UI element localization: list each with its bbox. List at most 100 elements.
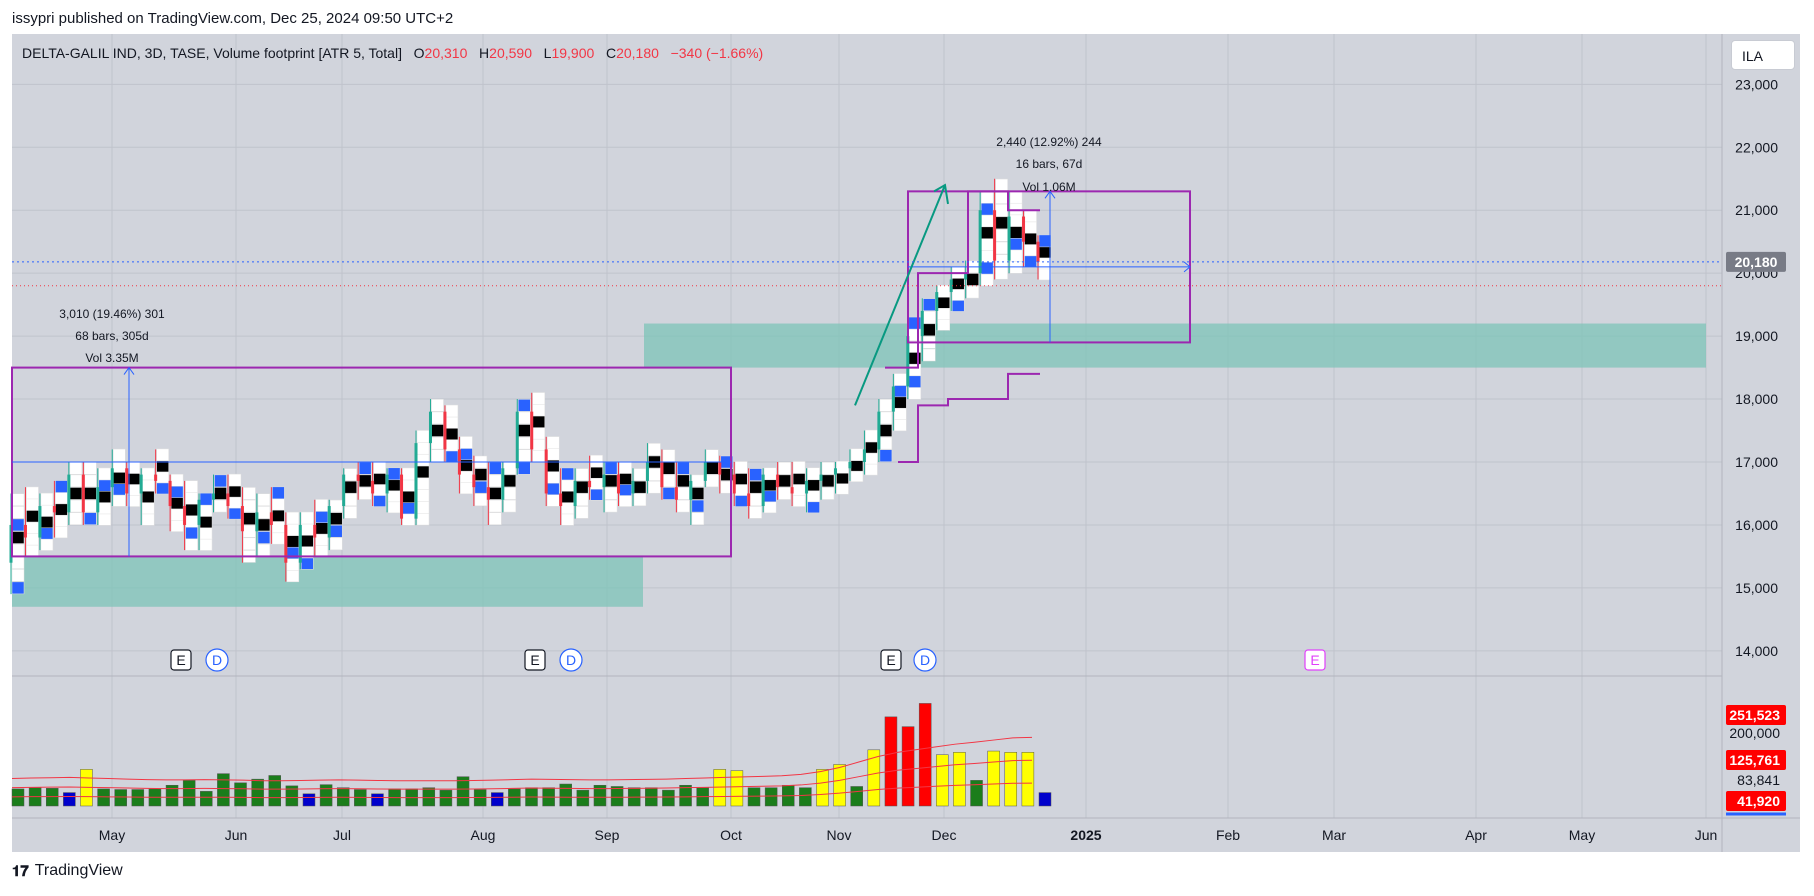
volume-bar [884, 716, 898, 807]
time-tick-label: Apr [1465, 827, 1487, 843]
footprint-cell [55, 525, 68, 539]
candle [674, 462, 690, 513]
candle [602, 462, 618, 513]
price-tick-label: 21,000 [1735, 202, 1778, 218]
footprint-cell [358, 462, 372, 475]
footprint-cell [865, 451, 878, 465]
footprint-cell [84, 512, 97, 525]
candle-body [515, 411, 519, 469]
volume-bar [867, 749, 881, 807]
dividend-marker[interactable]: D [559, 648, 583, 672]
footprint-cell [185, 515, 198, 528]
footprint-cell [26, 532, 39, 546]
volume-axis-label-text: 125,761 [1729, 752, 1780, 768]
candle [472, 455, 488, 507]
open-value: 20,310 [424, 45, 468, 61]
candle-body [400, 474, 404, 519]
last-price-tag-bg [1726, 251, 1786, 272]
earnings-marker[interactable]: E [1304, 649, 1326, 671]
zones [12, 323, 1706, 607]
volume-bar [114, 789, 127, 807]
earnings-marker[interactable]: E [170, 649, 192, 671]
footprint-cell [546, 436, 560, 449]
footprint-cell [55, 514, 68, 527]
footprint-cell [358, 474, 372, 488]
earnings-marker[interactable]: E [880, 649, 902, 671]
footprint-cell [460, 481, 473, 495]
volume-bar [251, 778, 264, 807]
footprint-cell [474, 468, 488, 481]
footprint-cell [1009, 190, 1023, 204]
footprint-cell [416, 453, 430, 467]
candle [978, 191, 994, 287]
volume-bar [217, 773, 230, 807]
footprint-cell [344, 468, 357, 481]
footprint-cell [40, 515, 54, 529]
candle [501, 462, 517, 513]
footprint-cell [329, 512, 343, 525]
footprint-cell [691, 487, 705, 500]
volume-bar [165, 784, 179, 807]
arrow-head-left [123, 366, 135, 375]
candle-body [197, 499, 201, 525]
candle [645, 443, 661, 494]
footprint-cell [980, 191, 994, 204]
footprint-cell [243, 512, 256, 525]
candle [428, 399, 444, 462]
volume-pane [11, 703, 1052, 807]
high-label: H [479, 45, 490, 61]
volume-axis-label: 41,920 [1726, 791, 1786, 811]
dividend-marker[interactable]: D [913, 648, 937, 672]
candle [67, 462, 83, 525]
candle-body [125, 468, 129, 494]
footprint-cell [286, 534, 300, 548]
footprint-cell [778, 474, 791, 488]
currency-button[interactable]: ILA [1731, 40, 1795, 70]
candle [689, 474, 705, 525]
dividend-marker[interactable]: D [205, 648, 229, 672]
volume-bar [456, 776, 470, 807]
dividend-letter: D [920, 652, 930, 668]
footprint-cell [11, 531, 25, 544]
footprint-cell [561, 490, 574, 503]
footprint-cell [141, 501, 155, 515]
candle [515, 399, 531, 475]
footprint-cell [55, 502, 68, 516]
footprint-cell [1009, 214, 1023, 227]
candle [226, 473, 242, 520]
footprint-cell [734, 472, 748, 485]
footprint-cell [995, 203, 1008, 217]
candle-body [660, 462, 664, 488]
footprint-cell [69, 499, 83, 513]
footprint-cell [865, 429, 878, 443]
symbol-label[interactable]: DELTA-GALIL IND, 3D, TASE, Volume footpr… [22, 45, 402, 61]
candle [660, 449, 676, 500]
volume-bar [285, 785, 299, 807]
footprint-cell [532, 449, 545, 463]
tradingview-logo[interactable]: 𝟏𝟕 TradingView [12, 862, 123, 880]
footprint-cell [387, 467, 401, 481]
footprint-cell [546, 459, 560, 472]
footprint-cell [156, 470, 169, 484]
candle-body [689, 480, 693, 500]
last-price-tag-text: 20,180 [1735, 254, 1778, 270]
legend-line[interactable]: DELTA-GALIL IND, 3D, TASE, Volume footpr… [22, 45, 763, 61]
footprint-cell [662, 449, 676, 462]
volume-bar [1021, 752, 1035, 807]
footprint-cell [850, 469, 864, 482]
price-tick-label: 22,000 [1735, 139, 1778, 155]
footprint-cell [11, 543, 25, 557]
footprint-cell [792, 494, 806, 507]
footprint-cell [923, 348, 936, 362]
footprint-cell [792, 461, 806, 474]
earnings-marker[interactable]: E [524, 649, 546, 671]
chart-frame[interactable] [12, 34, 1800, 852]
candle [819, 462, 835, 500]
volume-axis-label-text: 251,523 [1729, 707, 1780, 723]
footprint-cell [995, 229, 1008, 242]
candle [631, 468, 647, 507]
footprint-cell [199, 492, 213, 506]
candle-body [920, 310, 924, 337]
price-tick-label: 14,000 [1735, 643, 1778, 659]
